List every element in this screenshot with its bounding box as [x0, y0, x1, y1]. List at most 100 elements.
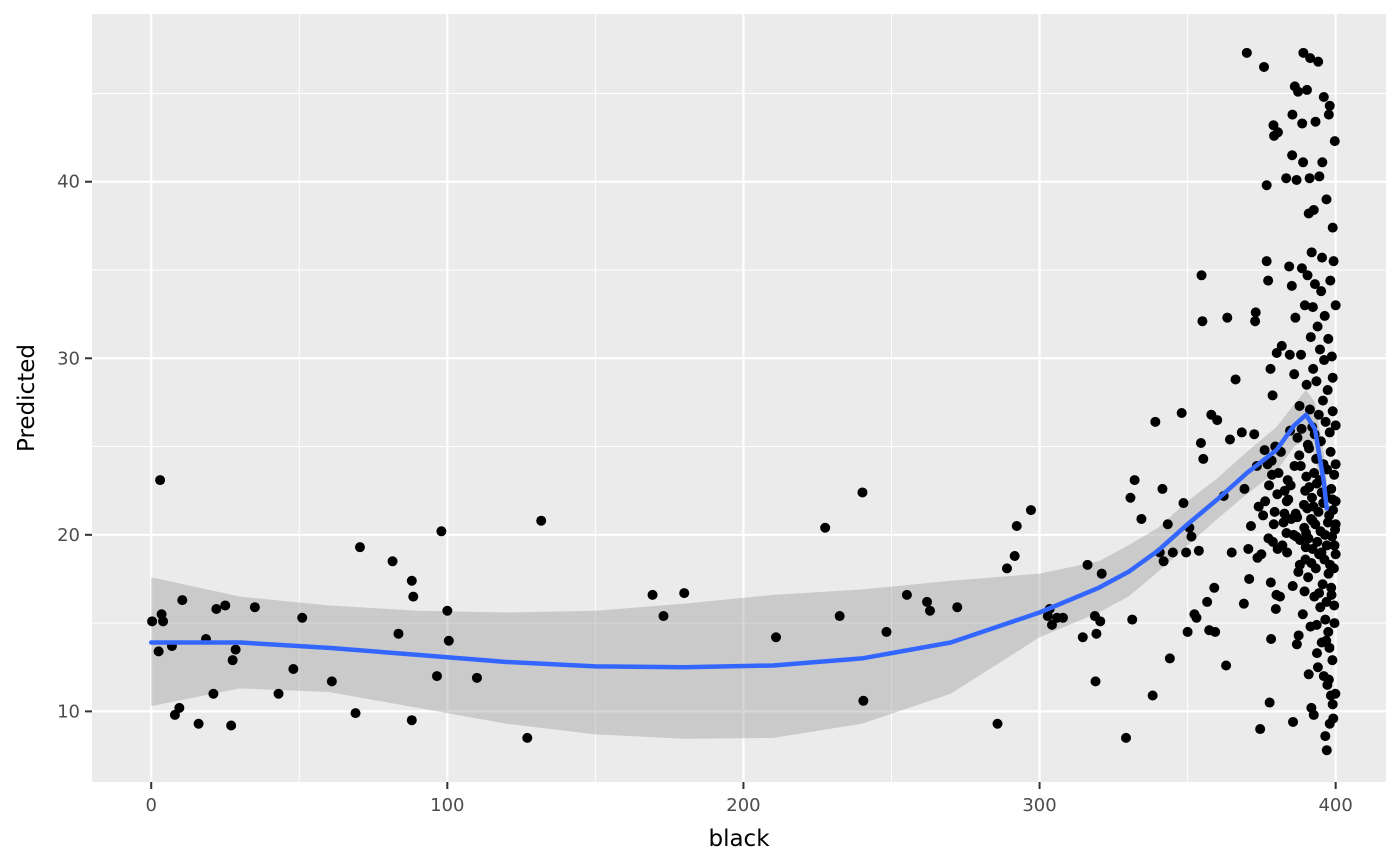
scatter-point [1318, 91, 1329, 102]
scatter-point [1330, 688, 1341, 699]
scatter-point [1323, 109, 1334, 120]
scatter-point [227, 655, 238, 666]
scatter-point [1270, 603, 1281, 614]
scatter-point [1293, 630, 1304, 641]
scatter-point [1291, 174, 1302, 185]
scatter-point [1136, 513, 1147, 524]
scatter-point [1330, 420, 1341, 431]
scatter-point [1125, 492, 1136, 503]
scatter-point [1278, 517, 1289, 528]
scatter-point [1245, 521, 1256, 531]
scatter-point [1326, 483, 1337, 494]
scatter-point [1261, 256, 1272, 267]
scatter-point [1308, 204, 1319, 215]
scatter-point [208, 688, 219, 699]
scatter-point [354, 542, 365, 553]
scatter-point [901, 589, 912, 600]
scatter-point [1095, 616, 1106, 627]
scatter-point [1330, 300, 1341, 311]
scatter-point [1329, 540, 1340, 551]
scatter-point [443, 635, 454, 646]
scatter-point [1304, 173, 1315, 184]
scatter-point [1306, 247, 1317, 258]
scatter-point [1312, 321, 1323, 332]
scatter-point [658, 611, 669, 622]
scatter-point [1255, 724, 1266, 735]
scatter-point [406, 575, 417, 586]
scatter-point [1025, 505, 1036, 516]
scatter-point [1304, 404, 1315, 415]
scatter-point [1320, 614, 1331, 625]
scatter-point [1327, 699, 1338, 710]
scatter-point [1324, 642, 1335, 653]
scatter-point [1298, 157, 1309, 168]
scatter-point [1164, 653, 1175, 664]
scatter-point [1272, 127, 1283, 138]
scatter-point [1181, 547, 1192, 558]
scatter-point [1186, 531, 1197, 542]
scatter-point [1327, 406, 1338, 417]
scatter-point [952, 602, 963, 613]
scatter-point [1210, 626, 1221, 637]
scatter-point [1317, 252, 1328, 263]
scatter-point [1312, 662, 1323, 673]
scatter-point [1301, 471, 1312, 482]
scatter-point [1326, 589, 1337, 600]
scatter-point [147, 616, 158, 627]
scatter-point [1265, 363, 1276, 374]
scatter-point [1306, 492, 1317, 503]
scatter-point [522, 732, 533, 743]
scatter-point [1296, 263, 1307, 274]
scatter-point [1307, 515, 1318, 526]
x-tick-label: 200 [726, 795, 760, 816]
scatter-point [1091, 628, 1102, 639]
scatter-point [1304, 443, 1315, 454]
scatter-point [1327, 372, 1338, 383]
scatter-point [1260, 496, 1271, 507]
scatter-point [1191, 612, 1202, 623]
scatter-point [1239, 483, 1250, 494]
scatter-point [1297, 118, 1308, 129]
scatter-point [1212, 415, 1223, 426]
scatter-point [1298, 47, 1309, 58]
scatter-point [1327, 505, 1338, 516]
scatter-point [177, 595, 188, 606]
scatter-point [1293, 86, 1304, 97]
scatter-point [1310, 563, 1321, 574]
scatter-point [1323, 626, 1334, 637]
scatter-point [1303, 533, 1314, 544]
scatter-point [1221, 660, 1232, 671]
major-gridlines [92, 14, 1386, 782]
scatter-point [1321, 596, 1332, 607]
scatter-points [147, 47, 1341, 756]
scatter-point [1197, 316, 1208, 327]
scatter-point [679, 588, 690, 599]
scatter-point [1321, 745, 1332, 756]
scatter-point [1323, 333, 1334, 344]
scatter-point [1001, 563, 1012, 574]
scatter-point [1288, 716, 1299, 727]
scatter-point [1209, 582, 1220, 593]
scatter-point [1129, 475, 1140, 486]
scatter-point [1009, 551, 1020, 562]
scatter-point [1295, 460, 1306, 471]
scatter-point [350, 708, 361, 719]
confidence-band-layer [151, 390, 1327, 739]
scatter-point [1195, 438, 1206, 449]
scatter-point [1263, 275, 1274, 286]
scatter-point [1265, 577, 1276, 588]
scatter-point [1294, 400, 1305, 411]
scatter-point [1310, 116, 1321, 127]
scatter-point [1306, 702, 1317, 713]
scatter-point [1299, 586, 1310, 597]
scatter-point [1322, 385, 1333, 396]
x-axis-title: black [708, 826, 770, 852]
scatter-point [1324, 427, 1335, 438]
scatter-point [1319, 310, 1330, 321]
scatter-point [297, 612, 308, 623]
scatter-point [1319, 355, 1330, 366]
scatter-point [1316, 286, 1327, 297]
scatter-point [1328, 563, 1339, 574]
scatter-point [1329, 600, 1340, 611]
